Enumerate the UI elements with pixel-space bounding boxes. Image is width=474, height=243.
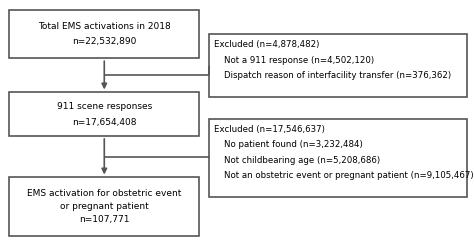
Text: n=107,771: n=107,771	[79, 215, 129, 225]
Text: Excluded (n=4,878,482): Excluded (n=4,878,482)	[214, 40, 319, 49]
FancyBboxPatch shape	[209, 34, 467, 97]
Text: Not an obstetric event or pregnant patient (n=9,105,467): Not an obstetric event or pregnant patie…	[224, 171, 474, 180]
Text: n=22,532,890: n=22,532,890	[72, 37, 137, 46]
Text: Not a 911 response (n=4,502,120): Not a 911 response (n=4,502,120)	[224, 56, 374, 65]
Text: or pregnant patient: or pregnant patient	[60, 202, 149, 211]
FancyBboxPatch shape	[9, 177, 199, 236]
FancyBboxPatch shape	[9, 92, 199, 136]
Text: Excluded (n=17,546,637): Excluded (n=17,546,637)	[214, 125, 325, 134]
Text: Dispatch reason of interfacility transfer (n=376,362): Dispatch reason of interfacility transfe…	[224, 71, 451, 80]
Text: n=17,654,408: n=17,654,408	[72, 118, 137, 127]
Text: EMS activation for obstetric event: EMS activation for obstetric event	[27, 189, 182, 198]
Text: No patient found (n=3,232,484): No patient found (n=3,232,484)	[224, 140, 363, 149]
Text: Total EMS activations in 2018: Total EMS activations in 2018	[38, 22, 171, 31]
FancyBboxPatch shape	[209, 119, 467, 197]
Text: 911 scene responses: 911 scene responses	[57, 102, 152, 111]
FancyBboxPatch shape	[9, 10, 199, 58]
Text: Not childbearing age (n=5,208,686): Not childbearing age (n=5,208,686)	[224, 156, 380, 165]
